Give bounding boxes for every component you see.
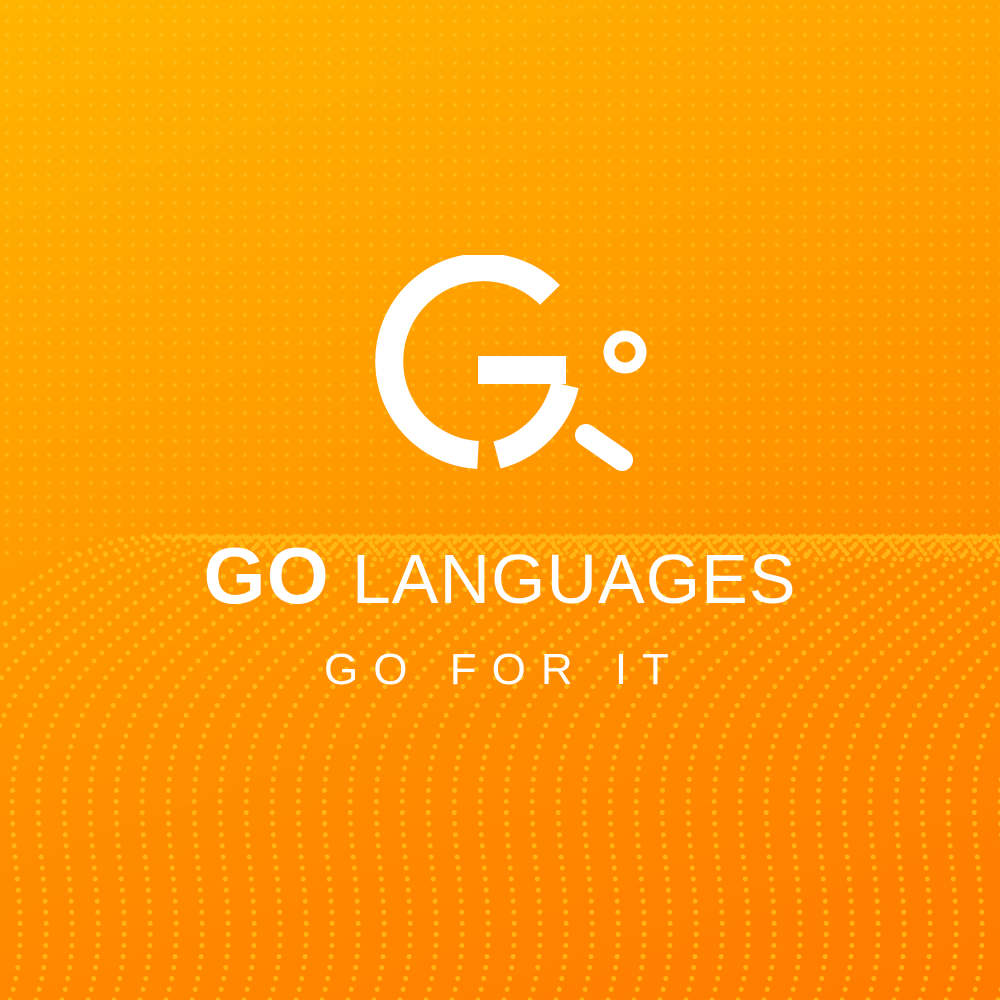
wave-dot-line — [371, 533, 797, 1000]
wave-dot-line — [33, 533, 459, 1000]
wave-dot-line — [917, 636, 1000, 1000]
brand-name: GO LANGUAGES — [0, 536, 1000, 616]
wave-dot-line — [423, 533, 849, 1000]
wave-dot-line — [891, 615, 1000, 1000]
wave-dot-line — [241, 533, 667, 1000]
wave-dot-line — [865, 594, 1000, 1000]
g-magnifier-logo-icon — [375, 255, 647, 471]
wave-dot-line — [787, 547, 1000, 1000]
brand-name-regular: LANGUAGES — [351, 540, 797, 618]
wave-dot-line — [293, 533, 719, 1000]
wave-dot-line — [579, 533, 1000, 1000]
wave-dot-line — [267, 533, 693, 1000]
wave-dot-line — [839, 575, 1000, 1000]
brand-tagline: GO FOR IT — [324, 645, 684, 694]
wave-dot-line — [111, 533, 537, 1000]
wave-dot-line — [969, 696, 1000, 1000]
wave-dot-line — [345, 533, 771, 1000]
wave-dot-line — [215, 533, 641, 1000]
wave-dot-line — [85, 533, 511, 1000]
wave-dot-line — [631, 533, 1000, 1000]
brand-name-bold: GO — [203, 531, 330, 620]
wave-dot-line — [761, 539, 1000, 1000]
wave-dot-line — [163, 533, 589, 1000]
wave-dot-line — [475, 533, 901, 1000]
wave-dot-line — [683, 533, 1000, 1000]
wave-dot-line — [501, 533, 927, 1000]
wave-dot-line — [527, 533, 953, 1000]
wave-dot-line — [189, 533, 615, 1000]
wave-dot-line — [137, 533, 563, 1000]
wave-dot-line — [449, 533, 875, 1000]
wave-dot-line — [319, 533, 745, 1000]
wave-dot-line — [943, 661, 1000, 1000]
wave-dot-line — [657, 533, 1000, 1000]
wave-dot-line — [553, 533, 979, 1000]
wave-dot-line — [813, 559, 1000, 1000]
wave-dot-line — [709, 533, 1000, 1000]
wave-dot-line — [735, 534, 1000, 1000]
wave-dot-line — [397, 533, 823, 1000]
wave-dot-line — [7, 533, 433, 1000]
wave-dot-line — [605, 533, 1000, 1000]
wave-dot-line — [59, 533, 485, 1000]
